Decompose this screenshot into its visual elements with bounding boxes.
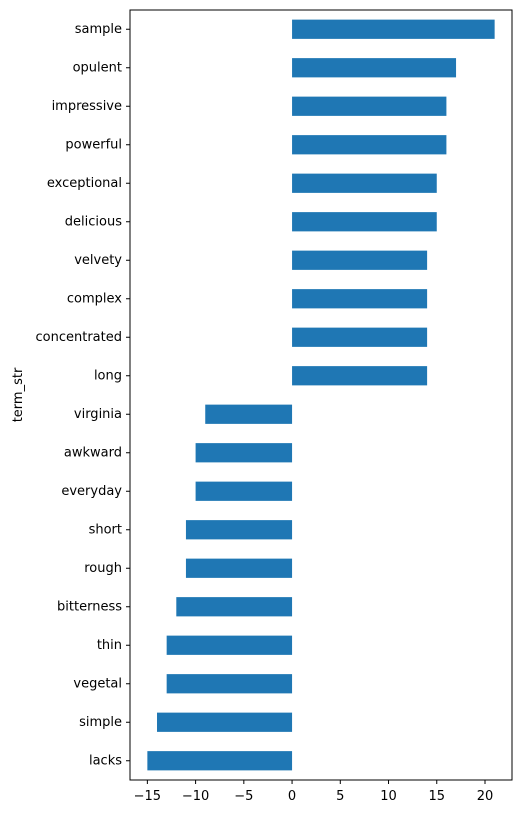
y-tick-label: exceptional	[47, 176, 122, 191]
x-tick-label: 20	[477, 789, 494, 804]
y-tick-label: short	[89, 522, 122, 537]
y-axis-label: term_str	[11, 367, 26, 422]
x-tick-label: −10	[182, 789, 209, 804]
y-tick-label: delicious	[65, 214, 122, 229]
y-tick-layer: sample opulent impressive powerful exception…	[36, 22, 130, 768]
bar-complex	[292, 289, 428, 309]
bar-thin	[166, 635, 293, 655]
y-tick-label: velvety	[74, 253, 122, 268]
y-tick-label: lacks	[89, 753, 122, 768]
x-tick-label: 15	[428, 789, 445, 804]
y-tick-label: complex	[67, 291, 122, 306]
bar-impressive	[292, 96, 447, 116]
bar-delicious	[292, 212, 437, 232]
y-tick-label: rough	[84, 561, 122, 576]
bar-short	[185, 520, 293, 540]
y-tick-label: simple	[79, 715, 122, 730]
x-tick-layer: −15 −10 −5 0 5 10 15 20	[134, 780, 494, 804]
bar-sample	[292, 19, 495, 39]
bar-opulent	[292, 58, 457, 78]
bar-simple	[157, 712, 293, 732]
bar-concentrated	[292, 327, 428, 347]
axes-layer	[129, 9, 513, 781]
x-tick-label: 5	[336, 789, 344, 804]
y-tick-label: bitterness	[57, 599, 122, 614]
x-tick-label: −5	[234, 789, 253, 804]
bar-powerful	[292, 135, 447, 155]
bar-everyday	[195, 481, 293, 501]
bar-vegetal	[166, 674, 293, 694]
bar-virginia	[205, 404, 293, 424]
bar-velvety	[292, 250, 428, 270]
bars-layer	[147, 19, 495, 771]
x-tick-label: 0	[288, 789, 296, 804]
y-tick-label: everyday	[61, 484, 122, 499]
plot-frame	[129, 9, 513, 781]
bar-rough	[185, 558, 293, 578]
y-tick-label: powerful	[65, 137, 122, 152]
x-tick-label: 10	[380, 789, 397, 804]
y-tick-label: opulent	[73, 60, 122, 75]
bar-awkward	[195, 443, 293, 463]
y-tick-label: impressive	[52, 99, 122, 114]
y-tick-label: awkward	[64, 445, 122, 460]
y-tick-label: long	[94, 368, 122, 383]
y-tick-label: thin	[97, 638, 122, 653]
y-tick-label: concentrated	[36, 330, 122, 345]
bar-bitterness	[176, 597, 293, 617]
y-tick-label: vegetal	[73, 676, 122, 691]
y-tick-label: sample	[75, 22, 122, 37]
bar-exceptional	[292, 173, 437, 193]
bar-lacks	[147, 751, 293, 771]
x-tick-label: −15	[134, 789, 161, 804]
bar-long	[292, 366, 428, 386]
y-tick-label: virginia	[74, 407, 122, 422]
